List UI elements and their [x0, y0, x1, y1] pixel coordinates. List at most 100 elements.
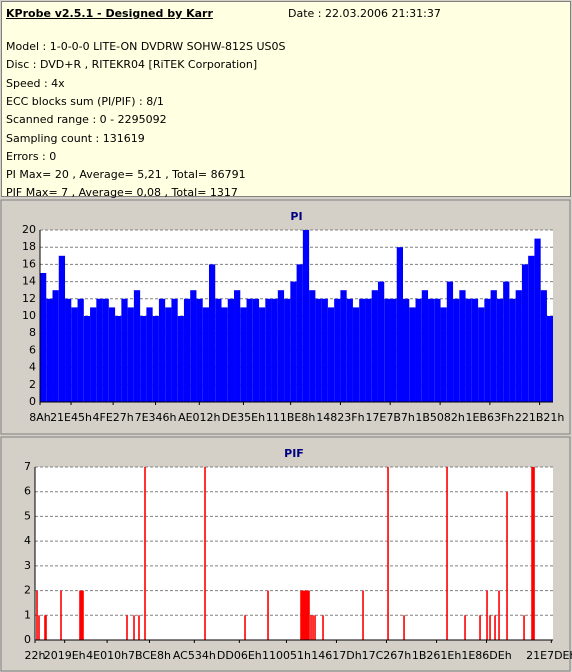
y-tick-label: 7	[24, 460, 31, 473]
bar	[402, 298, 410, 402]
y-tick-label: 18	[22, 240, 36, 253]
info-line: Speed : 4x	[6, 76, 65, 90]
bar	[38, 615, 40, 640]
bar	[46, 298, 53, 402]
bar	[515, 290, 522, 402]
bar	[503, 281, 510, 402]
bar	[377, 281, 385, 402]
x-tick-label: 221B21h	[515, 411, 565, 424]
bar	[322, 615, 324, 640]
bar	[390, 298, 397, 402]
bar	[352, 307, 360, 402]
info-line: Errors : 0	[6, 149, 57, 163]
bar	[126, 615, 128, 640]
bar	[314, 615, 316, 640]
bar	[146, 307, 153, 402]
y-tick-label: 8	[29, 326, 36, 339]
y-tick-label: 14	[22, 275, 36, 288]
app-title: KProbe v2.5.1 - Designed by Karr	[6, 7, 213, 20]
bar	[81, 590, 83, 640]
bar	[498, 590, 500, 640]
y-tick-label: 12	[22, 292, 36, 305]
bar	[521, 264, 529, 402]
bar	[36, 590, 38, 640]
y-tick-label: 16	[22, 257, 36, 270]
bar	[65, 298, 72, 402]
bar	[532, 467, 534, 640]
bar	[490, 290, 497, 402]
info-line: Scanned range : 0 - 2295092	[6, 113, 167, 127]
y-tick-label: 10	[22, 309, 36, 322]
bar	[308, 590, 310, 640]
bar	[440, 307, 447, 402]
bar	[115, 316, 122, 402]
bar	[60, 590, 62, 640]
x-tick-label: 17E7B7h	[365, 411, 414, 424]
plot-area	[35, 467, 553, 640]
bar	[277, 290, 285, 402]
bar	[265, 298, 272, 402]
bar	[484, 298, 491, 402]
bar	[346, 298, 353, 402]
bar	[96, 298, 103, 402]
bar	[384, 298, 391, 402]
x-tick-label: 21E7DEh	[526, 649, 572, 662]
y-tick-label: 3	[24, 559, 31, 572]
bar	[428, 298, 435, 402]
bar	[534, 238, 541, 402]
bar	[121, 298, 128, 402]
bar	[102, 298, 109, 402]
bar	[83, 316, 91, 402]
bar	[140, 316, 147, 402]
y-tick-label: 20	[22, 223, 36, 236]
bar	[267, 590, 269, 640]
bar	[171, 298, 178, 402]
bar	[494, 615, 496, 640]
bar	[327, 307, 335, 402]
bar	[453, 298, 460, 402]
bar	[158, 298, 166, 402]
bar	[434, 298, 441, 402]
bar	[309, 290, 316, 402]
bar	[478, 307, 485, 402]
bar	[365, 298, 372, 402]
bar	[45, 615, 47, 640]
bar	[531, 467, 533, 640]
bar	[165, 307, 172, 402]
info-line: Sampling count : 131619	[6, 131, 145, 145]
bar	[271, 298, 278, 402]
bar	[259, 307, 266, 402]
bar	[371, 290, 378, 402]
bar	[362, 590, 364, 640]
bar	[252, 298, 260, 402]
bar	[496, 298, 504, 402]
bar	[315, 298, 322, 402]
bar	[71, 307, 78, 402]
bar	[486, 590, 488, 640]
scan-date: Date : 22.03.2006 21:31:37	[288, 7, 441, 20]
bar	[489, 615, 491, 640]
bar	[215, 298, 222, 402]
x-tick-label: AC534h	[173, 649, 216, 662]
bar	[79, 590, 81, 640]
y-tick-label: 4	[29, 361, 36, 374]
x-tick-label: 17C267h	[362, 649, 412, 662]
bar	[296, 264, 303, 402]
bar	[310, 615, 312, 640]
bar	[321, 298, 328, 402]
bar	[446, 281, 454, 402]
bar	[307, 590, 309, 640]
bar	[246, 298, 253, 402]
bar	[221, 307, 228, 402]
info-line: Disc : DVD+R , RITEKR04 [RiTEK Corporati…	[6, 58, 258, 72]
x-tick-label: 7E346h	[135, 411, 177, 424]
bar	[421, 290, 429, 402]
chart-title: PIF	[284, 447, 304, 460]
x-tick-label: 14617Dh	[311, 649, 361, 662]
bar	[509, 298, 516, 402]
info-line: ECC blocks sum (PI/PIF) : 8/1	[6, 94, 164, 108]
y-tick-label: 4	[24, 534, 31, 547]
x-tick-label: 2019Eh	[44, 649, 86, 662]
bar	[244, 615, 246, 640]
bar	[523, 615, 525, 640]
